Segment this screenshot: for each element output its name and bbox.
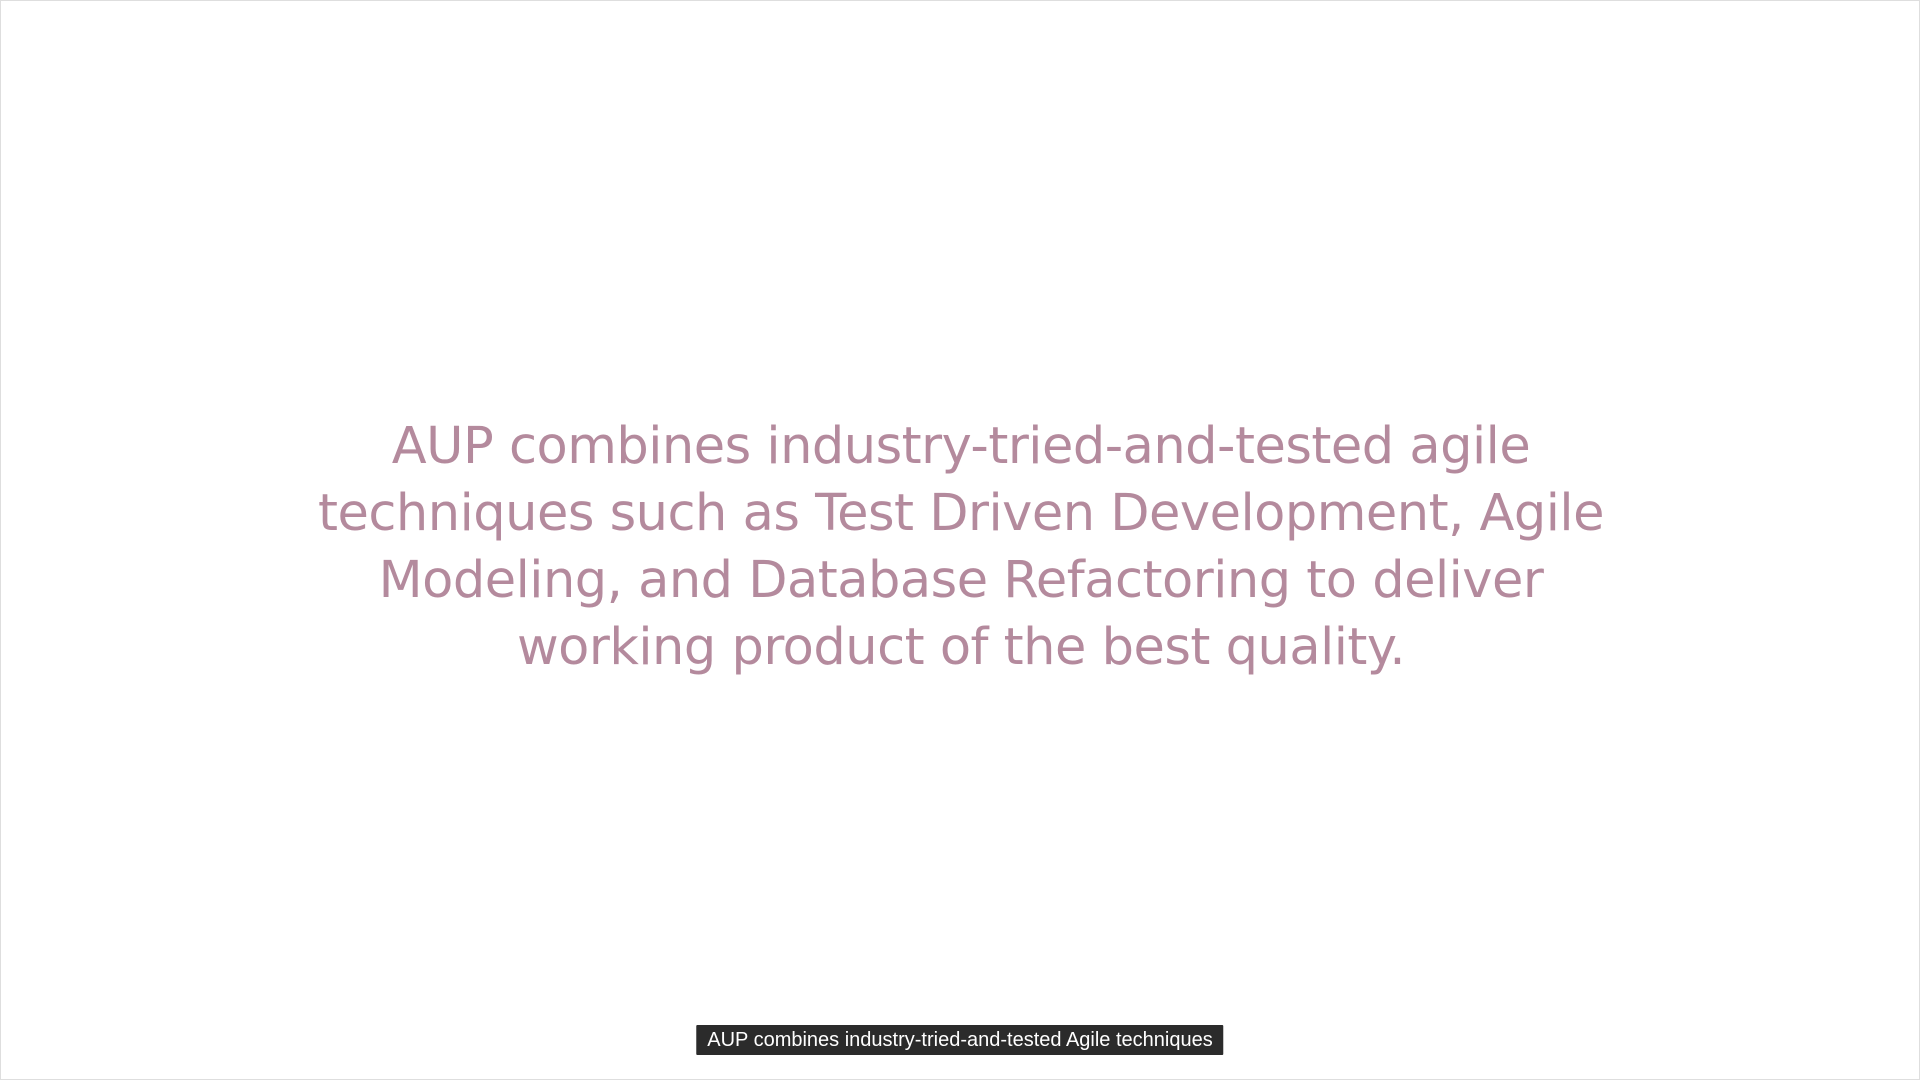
subtitle-caption: AUP combines industry-tried-and-tested A… (696, 1025, 1224, 1055)
slide-text-line: techniques such as Test Driven Developme… (318, 484, 1604, 543)
slide-text-line: Modeling, and Database Refactoring to de… (378, 551, 1544, 610)
slide-text: AUP combines industry-tried-and-tested a… (301, 413, 1621, 681)
slide-text-line: AUP combines industry-tried-and-tested a… (391, 417, 1531, 476)
slide-text-line: working product of the best quality. (516, 618, 1406, 677)
